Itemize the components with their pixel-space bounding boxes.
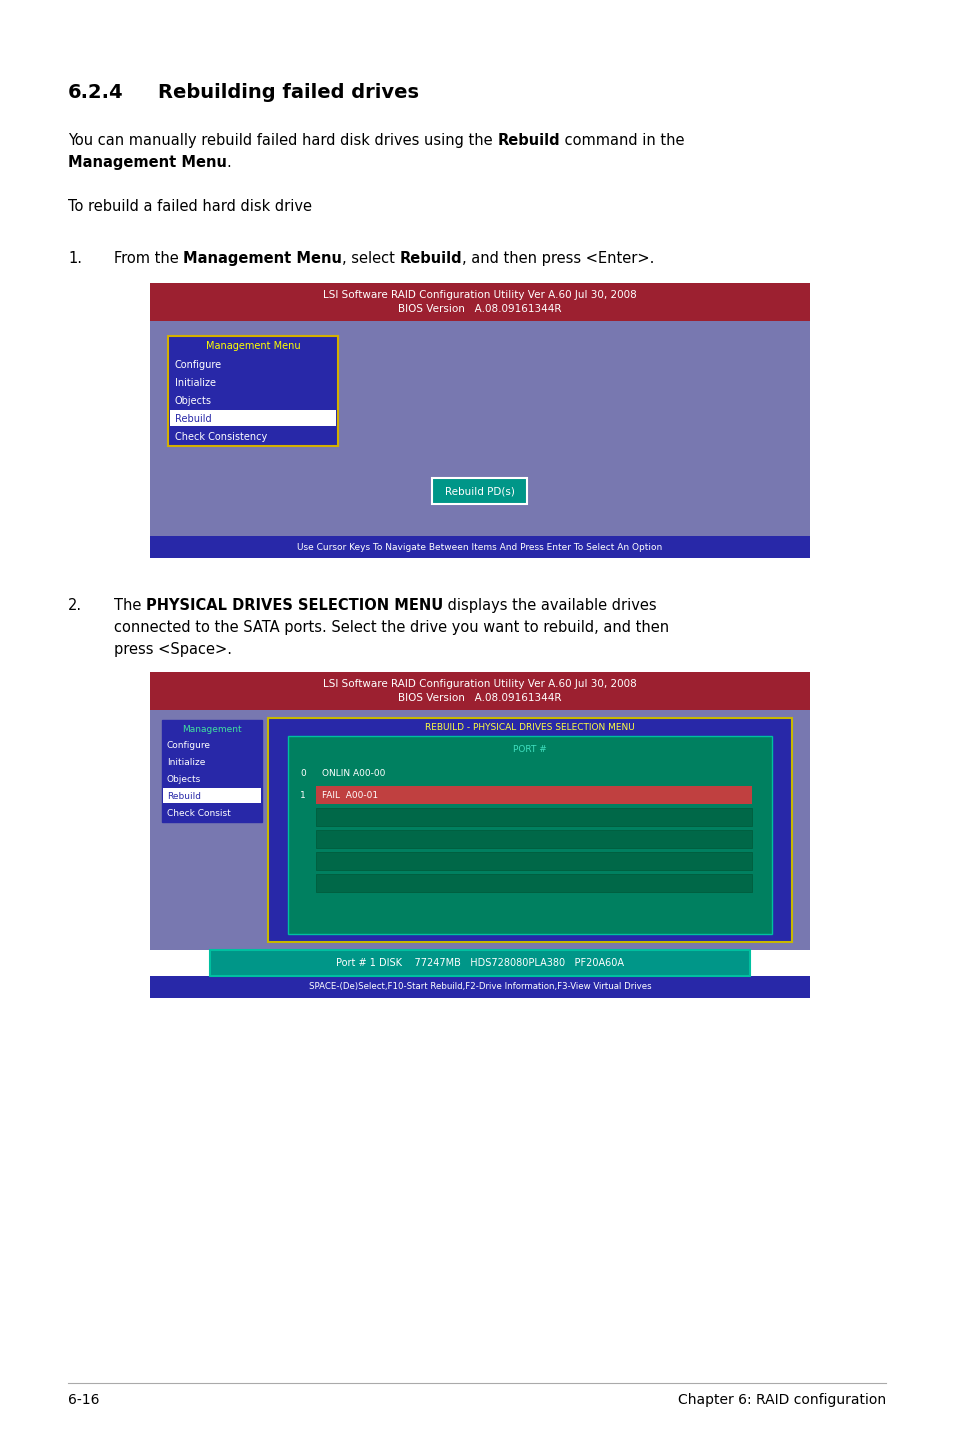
Text: Check Consist: Check Consist [167,810,231,818]
Bar [163,788,261,802]
Bar [150,283,809,321]
Bar [168,336,337,446]
Text: Initialize: Initialize [174,378,215,388]
Text: LSI Software RAID Configuration Utility Ver A.60 Jul 30, 2008
BIOS Version   A.0: LSI Software RAID Configuration Utility … [323,289,637,315]
Text: Management Menu: Management Menu [183,252,342,266]
Bar [150,321,809,536]
Bar [315,874,751,892]
Bar [162,720,262,823]
Text: To rebuild a failed hard disk drive: To rebuild a failed hard disk drive [68,198,312,214]
Text: Configure: Configure [174,360,222,370]
Text: , and then press <Enter>.: , and then press <Enter>. [462,252,654,266]
Text: PHYSICAL DRIVES SELECTION MENU: PHYSICAL DRIVES SELECTION MENU [146,598,443,613]
Text: .: . [227,155,232,170]
Text: PORT #: PORT # [513,745,546,755]
Text: press <Space>.: press <Space>. [113,641,232,657]
Bar [315,787,751,804]
Bar [315,808,751,825]
Bar [315,851,751,870]
Bar [315,830,751,848]
Text: You can manually rebuild failed hard disk drives using the: You can manually rebuild failed hard dis… [68,132,497,148]
Text: Rebuild: Rebuild [167,792,201,801]
Text: 6.2.4: 6.2.4 [68,83,124,102]
Bar [150,672,809,710]
Text: FAIL  A00-01: FAIL A00-01 [322,791,377,800]
Text: The: The [113,598,146,613]
Text: Rebuild: Rebuild [399,252,462,266]
Text: Rebuilding failed drives: Rebuilding failed drives [158,83,418,102]
Bar [432,477,527,503]
Text: 1: 1 [299,791,305,800]
Bar [150,536,809,558]
Text: , select: , select [342,252,399,266]
Text: Use Cursor Keys To Navigate Between Items And Press Enter To Select An Option: Use Cursor Keys To Navigate Between Item… [297,542,662,552]
Text: ONLIN A00-00: ONLIN A00-00 [322,768,385,778]
Bar [210,951,749,976]
Bar [150,976,809,998]
Text: Initialize: Initialize [167,758,205,766]
Text: SPACE-(De)Select,F10-Start Rebuild,F2-Drive Information,F3-View Virtual Drives: SPACE-(De)Select,F10-Start Rebuild,F2-Dr… [309,982,651,991]
Text: displays the available drives: displays the available drives [443,598,657,613]
Text: command in the: command in the [559,132,683,148]
Text: Chapter 6: RAID configuration: Chapter 6: RAID configuration [678,1393,885,1406]
Text: connected to the SATA ports. Select the drive you want to rebuild, and then: connected to the SATA ports. Select the … [113,620,668,636]
Text: 2.: 2. [68,598,82,613]
Text: From the: From the [113,252,183,266]
Text: Port # 1 DISK    77247MB   HDS728080PLA380   PF20A60A: Port # 1 DISK 77247MB HDS728080PLA380 PF… [335,958,623,968]
Text: Objects: Objects [167,775,201,784]
Text: 1.: 1. [68,252,82,266]
Bar [315,764,751,782]
Text: Management Menu: Management Menu [206,341,300,351]
Text: 0: 0 [299,768,305,778]
Bar [150,710,809,951]
Text: REBUILD - PHYSICAL DRIVES SELECTION MENU: REBUILD - PHYSICAL DRIVES SELECTION MENU [425,722,634,732]
Text: Objects: Objects [174,395,212,406]
Text: Rebuild PD(s): Rebuild PD(s) [445,486,515,496]
Text: Management Menu: Management Menu [68,155,227,170]
Text: Management: Management [182,725,241,733]
Bar [268,718,791,942]
Text: Configure: Configure [167,741,211,751]
Text: 6-16: 6-16 [68,1393,99,1406]
Bar [288,736,771,935]
Text: Rebuild: Rebuild [174,414,212,424]
Text: Check Consistency: Check Consistency [174,431,267,441]
Text: LSI Software RAID Configuration Utility Ver A.60 Jul 30, 2008
BIOS Version   A.0: LSI Software RAID Configuration Utility … [323,679,637,703]
Text: Rebuild: Rebuild [497,132,559,148]
Bar [170,410,335,426]
